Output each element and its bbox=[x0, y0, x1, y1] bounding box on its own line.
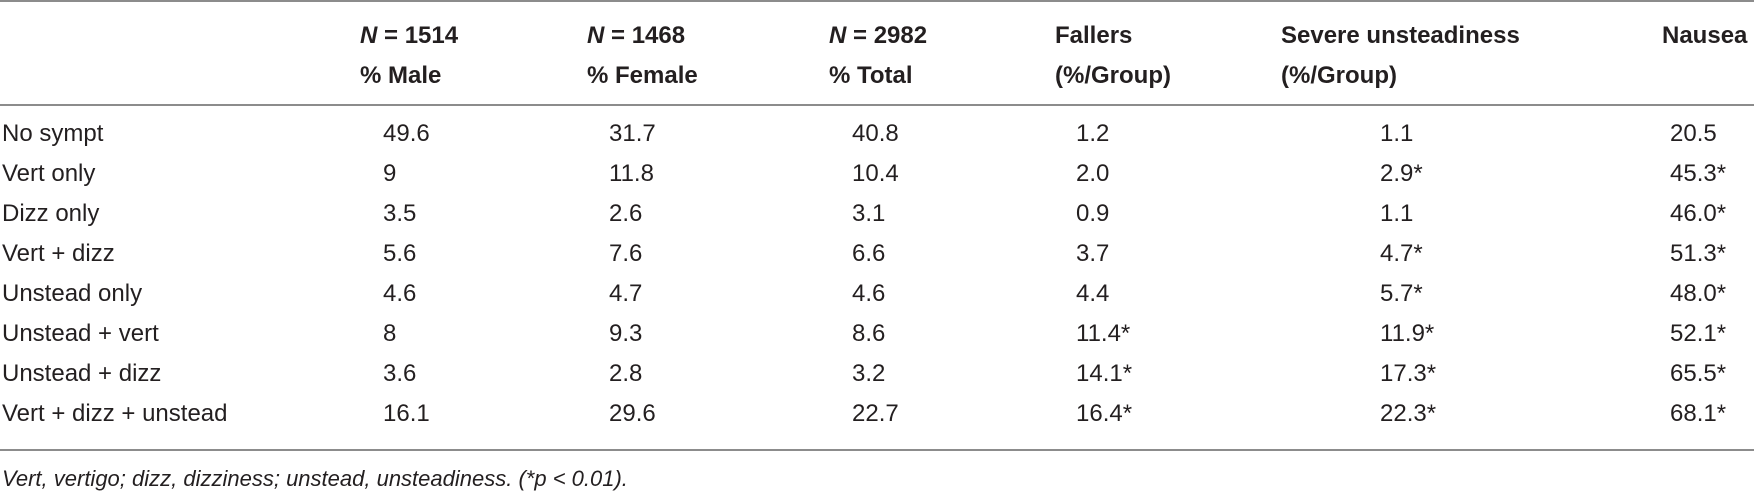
cell-fallers: 14.1* bbox=[1076, 360, 1133, 387]
cell-total: 10.4 bbox=[852, 160, 899, 187]
cell-fallers: 4.4 bbox=[1076, 280, 1110, 307]
table-footnote: Vert, vertigo; dizz, dizziness; unstead,… bbox=[2, 466, 628, 491]
cell-female: 7.6 bbox=[609, 240, 643, 267]
cell-label: Vert + dizz + unstead bbox=[2, 400, 228, 427]
cell-label: Unstead only bbox=[2, 280, 143, 307]
header-severe-line2: (%/Group) bbox=[1281, 62, 1397, 89]
header-female: N = 1468 % Female bbox=[587, 16, 698, 96]
cell-nausea: 65.5* bbox=[1670, 360, 1727, 387]
cell-severe: 5.7* bbox=[1380, 280, 1423, 307]
header-severe-line1: Severe unsteadiness bbox=[1281, 22, 1520, 49]
cell-severe: 2.9* bbox=[1380, 160, 1423, 187]
cell-label: Vert + dizz bbox=[2, 240, 115, 267]
header-severe: Severe unsteadiness (%/Group) bbox=[1281, 16, 1520, 96]
cell-total: 3.2 bbox=[852, 360, 886, 387]
cell-fallers: 16.4* bbox=[1076, 400, 1133, 427]
cell-fallers: 0.9 bbox=[1076, 200, 1110, 227]
cell-severe: 4.7* bbox=[1380, 240, 1423, 267]
header-male: N = 1514 % Male bbox=[360, 16, 458, 96]
cell-male: 3.5 bbox=[383, 200, 417, 227]
cell-total: 22.7 bbox=[852, 400, 899, 427]
table-top-rule bbox=[0, 0, 1754, 2]
cell-severe: 17.3* bbox=[1380, 360, 1437, 387]
header-female-n-value: = 1468 bbox=[611, 22, 686, 49]
cell-label: Dizz only bbox=[2, 200, 100, 227]
cell-total: 40.8 bbox=[852, 120, 899, 147]
cell-total: 4.6 bbox=[852, 280, 886, 307]
cell-male: 49.6 bbox=[383, 120, 430, 147]
cell-female: 11.8 bbox=[609, 160, 654, 187]
header-male-n-label: N bbox=[360, 22, 378, 49]
header-total-n-value: = 2982 bbox=[853, 22, 928, 49]
cell-severe: 11.9* bbox=[1380, 320, 1435, 347]
cell-nausea: 48.0* bbox=[1670, 280, 1727, 307]
header-total-sub: % Total bbox=[829, 62, 913, 89]
cell-label: Vert only bbox=[2, 160, 96, 187]
header-female-sub: % Female bbox=[587, 62, 698, 89]
cell-female: 29.6 bbox=[609, 400, 656, 427]
cell-nausea: 20.5 bbox=[1670, 120, 1717, 147]
cell-female: 31.7 bbox=[609, 120, 656, 147]
cell-male: 16.1 bbox=[383, 400, 430, 427]
cell-fallers: 2.0 bbox=[1076, 160, 1110, 187]
cell-severe: 1.1 bbox=[1380, 120, 1414, 147]
header-fallers: Fallers (%/Group) bbox=[1055, 16, 1171, 96]
header-nausea: Nausea bbox=[1662, 16, 1747, 56]
cell-female: 2.8 bbox=[609, 360, 643, 387]
header-fallers-line2: (%/Group) bbox=[1055, 62, 1171, 89]
cell-total: 6.6 bbox=[852, 240, 886, 267]
header-fallers-line1: Fallers bbox=[1055, 22, 1133, 49]
cell-nausea: 52.1* bbox=[1670, 320, 1727, 347]
cell-total: 3.1 bbox=[852, 200, 886, 227]
cell-label: Unstead + dizz bbox=[2, 360, 162, 387]
header-male-n-value: = 1514 bbox=[384, 22, 459, 49]
cell-fallers: 11.4* bbox=[1076, 320, 1131, 347]
cell-male: 5.6 bbox=[383, 240, 417, 267]
table-bottom-rule bbox=[0, 449, 1754, 451]
cell-severe: 1.1 bbox=[1380, 200, 1414, 227]
cell-female: 9.3 bbox=[609, 320, 643, 347]
cell-male: 9 bbox=[383, 160, 397, 187]
cell-label: No sympt bbox=[2, 120, 104, 147]
header-female-n-label: N bbox=[587, 22, 605, 49]
header-nausea-line1: Nausea bbox=[1662, 22, 1748, 49]
header-total: N = 2982 % Total bbox=[829, 16, 927, 96]
cell-male: 3.6 bbox=[383, 360, 417, 387]
cell-female: 4.7 bbox=[609, 280, 643, 307]
cell-nausea: 46.0* bbox=[1670, 200, 1727, 227]
cell-male: 4.6 bbox=[383, 280, 417, 307]
header-total-n-label: N bbox=[829, 22, 847, 49]
cell-nausea: 68.1* bbox=[1670, 400, 1727, 427]
cell-nausea: 51.3* bbox=[1670, 240, 1727, 267]
header-male-sub: % Male bbox=[360, 62, 442, 89]
cell-label: Unstead + vert bbox=[2, 320, 159, 347]
cell-fallers: 1.2 bbox=[1076, 120, 1110, 147]
cell-nausea: 45.3* bbox=[1670, 160, 1727, 187]
cell-severe: 22.3* bbox=[1380, 400, 1437, 427]
cell-fallers: 3.7 bbox=[1076, 240, 1110, 267]
cell-total: 8.6 bbox=[852, 320, 886, 347]
cell-male: 8 bbox=[383, 320, 397, 347]
cell-female: 2.6 bbox=[609, 200, 643, 227]
header-rule bbox=[0, 104, 1754, 106]
